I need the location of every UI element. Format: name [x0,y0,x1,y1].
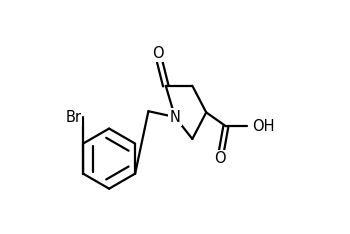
Text: OH: OH [252,119,275,134]
Text: N: N [169,110,181,124]
Text: O: O [214,151,226,166]
Text: O: O [152,46,163,61]
Text: Br: Br [65,110,81,124]
